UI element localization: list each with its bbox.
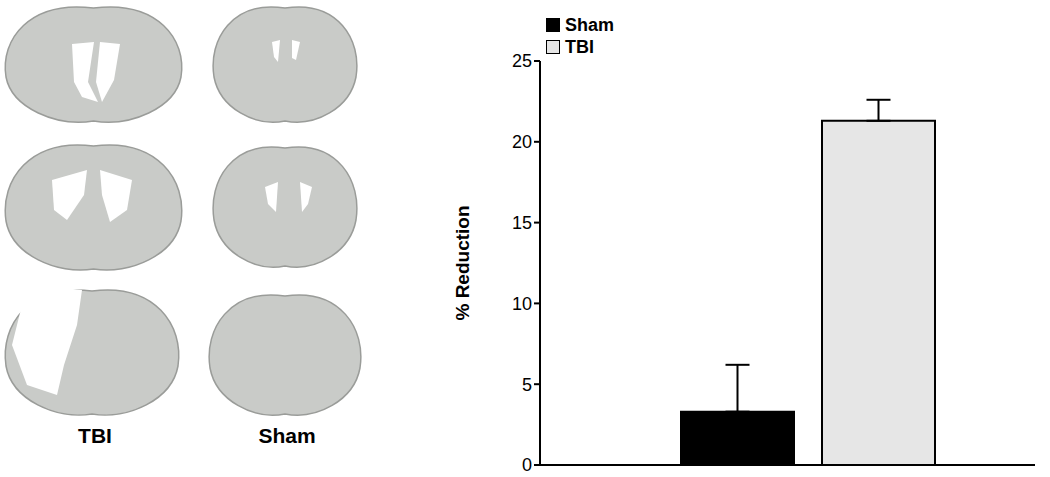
svg-text:% Reduction: % Reduction xyxy=(452,205,473,320)
html-text:Sham: Sham xyxy=(565,14,614,35)
html-text:TBI: TBI xyxy=(565,36,594,57)
svg-text:20: 20 xyxy=(512,132,532,152)
svg-text:0: 0 xyxy=(522,455,532,475)
svg-text:25: 25 xyxy=(512,51,532,71)
svg-text:15: 15 xyxy=(512,213,532,233)
svg-text:10: 10 xyxy=(512,294,532,314)
svg-text:TBI: TBI xyxy=(78,424,112,447)
svg-text:5: 5 xyxy=(522,375,532,395)
svg-text:Sham: Sham xyxy=(258,424,315,447)
